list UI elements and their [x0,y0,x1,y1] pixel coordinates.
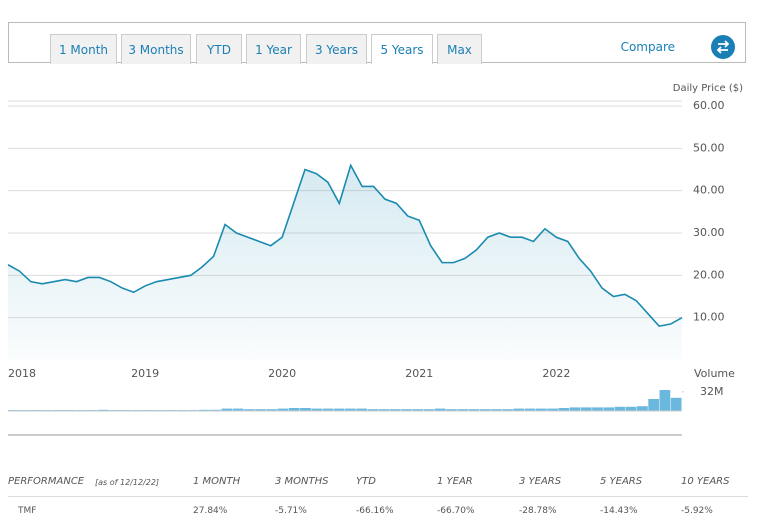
volume-bar [243,409,255,411]
volume-bar [659,390,671,411]
volume-bar [210,409,221,411]
table-cell: -5.92% [681,506,713,516]
volume-bar [423,409,435,411]
column-header: 10 YEARS [681,476,730,487]
table-cell: -14.43% [600,506,638,516]
range-button[interactable]: YTD [196,34,242,64]
volume-bar [401,409,412,411]
column-header: 3 MONTHS [275,476,329,487]
table-cell: -28.78% [519,506,557,516]
y-tick-label: 20.00 [693,268,725,281]
column-header: 1 MONTH [193,476,241,487]
performance-title: PERFORMANCE [8,476,85,487]
volume-bar [322,408,334,411]
table-cell: 27.84% [193,506,228,516]
table-cell: -5.71% [275,506,307,516]
column-header: 5 YEARS [600,476,643,487]
column-header: 3 YEARS [519,476,562,487]
range-button[interactable]: 1 Month [50,34,117,64]
compare-icon[interactable] [711,35,735,59]
y-tick-label: 10.00 [693,311,725,324]
volume-bar [670,397,682,411]
volume-bar [345,408,356,411]
range-button[interactable]: 3 Months [121,34,191,64]
volume-bar [300,408,311,411]
volume-bar [446,409,457,411]
volume-bar [603,407,615,411]
range-button[interactable]: Max [437,34,482,64]
volume-bar [592,407,603,411]
volume-bar [625,406,637,411]
volume-bar [367,409,379,411]
volume-bar [255,409,266,411]
volume-bar [524,408,536,411]
range-button[interactable]: 3 Years [306,34,367,64]
price-line [7,163,683,328]
compare-label[interactable]: Compare [620,40,675,54]
volume-bar [513,408,525,411]
column-header: 1 YEAR [437,476,473,487]
volume-bar [637,406,648,411]
volume-bar [648,399,660,411]
volume-bar [434,408,446,411]
volume-tick-label: 32M [700,385,724,398]
volume-bar [491,409,502,411]
volume-bar [479,409,491,411]
volume-title: Volume [694,367,735,380]
performance-date: [as of 12/12/22] [95,478,160,487]
range-button[interactable]: 1 Year [246,34,301,64]
x-tick-label: 2019 [131,367,159,380]
compare-arrows [716,40,730,54]
volume-bar [569,407,581,411]
y-tick-label: 60.00 [693,99,725,112]
volume-bar [389,409,401,411]
volume-bar [221,408,233,411]
x-tick-label: 2020 [268,367,296,380]
chart: Daily Price ($) 10.00 20.00 30.00 40.00 50.00… [7,83,743,436]
y-tick-label: 40.00 [693,184,725,197]
volume-bar [468,409,480,411]
y-tick-label: 30.00 [693,226,725,239]
x-tick-label: 2018 [8,367,36,380]
x-tick-label: 2022 [542,367,570,380]
volume-bar [558,408,570,411]
x-tick-label: 2021 [405,367,433,380]
volume-bar [232,408,244,411]
volume-bar [535,408,547,411]
y-tick-label: 50.00 [693,141,725,154]
volume-bar [412,409,424,411]
range-bar: Compare 1 Month 3 Months YTD 1 Year 3 Years 5… [8,22,746,64]
volume-bar [266,409,278,411]
range-button[interactable]: 5 Years [371,34,433,64]
volume-bar [580,407,592,411]
volume-bar [356,408,367,411]
volume-bar [288,408,300,411]
volume-bar [97,409,109,411]
volume-bar [547,408,558,411]
y-axis-title: Daily Price ($) [673,83,743,94]
price-area [8,165,682,360]
ticker: TMF [18,506,37,516]
table-cell: -66.70% [437,506,475,516]
volume-bar [311,408,323,411]
volume-bar [198,409,210,411]
table-rule [8,496,748,497]
volume-bar [457,409,469,411]
volume-bar [614,406,626,411]
volume-bar [333,408,345,411]
volume-bar [277,408,289,411]
volume-bar [378,409,390,411]
table-cell: -66.16% [356,506,394,516]
volume-bar [502,409,513,411]
column-header: YTD [356,476,376,487]
